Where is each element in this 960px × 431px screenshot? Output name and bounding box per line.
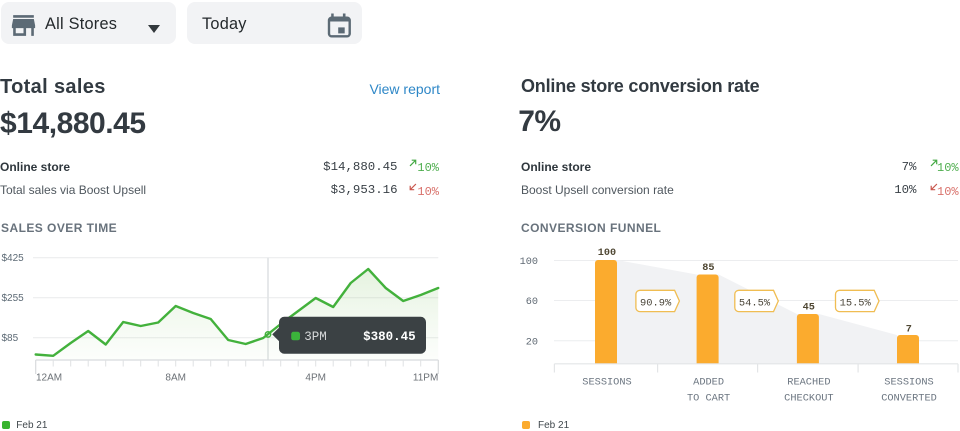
- svg-text:20: 20: [526, 337, 538, 348]
- svg-text:90.9%: 90.9%: [640, 297, 672, 309]
- svg-text:CHECKOUT: CHECKOUT: [784, 393, 833, 405]
- svg-text:85: 85: [702, 263, 714, 274]
- svg-text:SESSIONS: SESSIONS: [884, 377, 933, 389]
- svg-text:REACHED: REACHED: [787, 377, 830, 389]
- svg-text:11PM: 11PM: [413, 373, 438, 384]
- svg-text:12AM: 12AM: [36, 373, 62, 384]
- svg-text:ADDED: ADDED: [693, 377, 724, 389]
- svg-text:$425: $425: [2, 253, 25, 264]
- svg-text:8AM: 8AM: [165, 373, 186, 384]
- svg-text:60: 60: [526, 297, 538, 308]
- svg-text:4PM: 4PM: [305, 373, 326, 384]
- svg-text:45: 45: [803, 302, 815, 313]
- svg-text:54.5%: 54.5%: [739, 297, 771, 309]
- svg-text:3PM: 3PM: [304, 330, 327, 344]
- svg-text:$85: $85: [2, 333, 19, 344]
- svg-text:100: 100: [520, 257, 538, 268]
- svg-text:100: 100: [598, 248, 616, 259]
- svg-text:$255: $255: [2, 293, 25, 304]
- svg-text:SESSIONS: SESSIONS: [582, 377, 631, 389]
- svg-text:7: 7: [906, 325, 912, 336]
- svg-text:$380.45: $380.45: [363, 330, 416, 344]
- svg-text:15.5%: 15.5%: [840, 297, 872, 309]
- svg-text:TO CART: TO CART: [687, 393, 730, 405]
- svg-text:CONVERTED: CONVERTED: [881, 393, 937, 405]
